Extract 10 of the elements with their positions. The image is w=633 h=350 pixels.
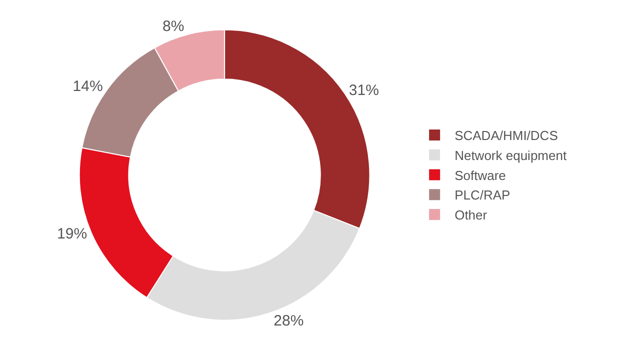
data-label: 31% — [348, 82, 379, 100]
legend-label: Software — [454, 168, 506, 183]
legend-label: Other — [454, 208, 488, 223]
data-label: 19% — [57, 226, 88, 243]
legend-label: SCADA/HMI/DCS — [454, 128, 558, 144]
data-label: 14% — [72, 78, 103, 96]
legend-label: Network equipment — [454, 148, 567, 163]
data-label: 28% — [274, 312, 304, 330]
data-label: 8% — [162, 18, 184, 35]
legend-label: PLC/RAP — [454, 188, 510, 203]
